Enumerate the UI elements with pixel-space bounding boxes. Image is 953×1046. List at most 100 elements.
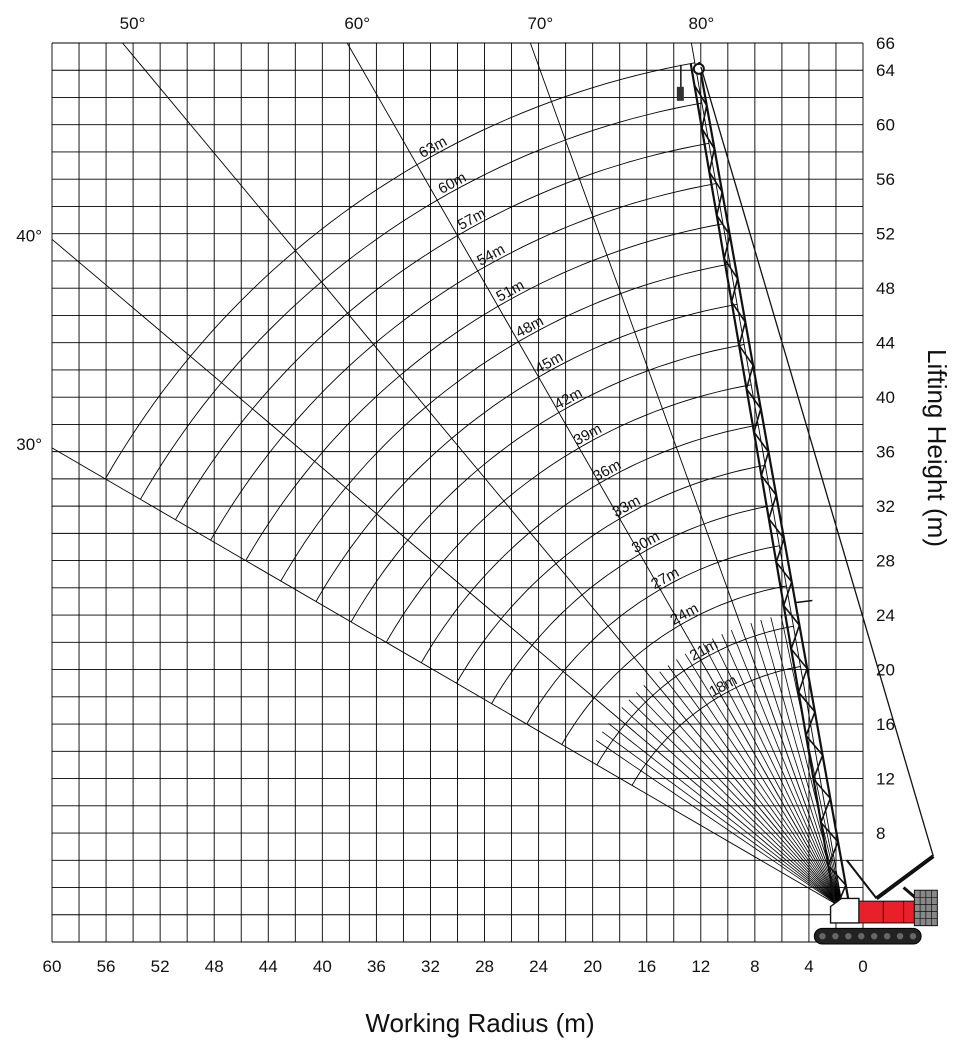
crawler-track — [813, 927, 922, 945]
y-tick-label: 28 — [876, 552, 895, 571]
x-tick-label: 8 — [750, 957, 759, 976]
x-tick-label: 36 — [367, 957, 386, 976]
y-tick-label: 36 — [876, 443, 895, 462]
boom-length-label: 21m — [687, 636, 721, 665]
angle-label: 50° — [120, 14, 146, 33]
angle-line — [122, 42, 844, 909]
track-roller — [870, 932, 878, 940]
boom-arc — [315, 303, 738, 602]
angle-line — [51, 447, 843, 909]
x-tick-label: 52 — [151, 957, 170, 976]
y-tick-label: 64 — [876, 61, 895, 80]
boom-arc — [140, 102, 702, 500]
boom-arc — [175, 142, 709, 520]
superstructure-body — [858, 900, 915, 924]
boom-tip-sheave — [692, 62, 705, 75]
y-tick-label: 24 — [876, 606, 895, 625]
angle-fan-line — [621, 707, 843, 909]
boom-arc — [491, 505, 773, 704]
boom-length-label: 36m — [590, 456, 624, 485]
track-roller — [896, 932, 904, 940]
boom-arc — [280, 263, 731, 582]
chart-labels: 60 56 52 48 44 40 36 32 28 24 20 16 12 8 4 081216202428… — [16, 14, 895, 976]
angle-line — [346, 42, 844, 909]
x-tick-label: 16 — [637, 957, 656, 976]
angle-fan-line — [721, 634, 844, 909]
y-tick-label: 40 — [876, 388, 895, 407]
x-axis-title: Working Radius (m) — [365, 1008, 594, 1038]
boom-arc — [631, 666, 801, 786]
y-tick-label: 56 — [876, 170, 895, 189]
angle-fan-line — [628, 699, 844, 909]
y-tick-label: 16 — [876, 715, 895, 734]
boom-length-label: 54m — [474, 241, 508, 270]
track-roller — [845, 932, 852, 940]
y-tick-label: 66 — [876, 34, 895, 53]
angle-label: 70° — [527, 14, 553, 33]
x-tick-label: 0 — [858, 957, 867, 976]
boom-length-label: 60m — [435, 169, 469, 198]
track-roller — [883, 932, 891, 940]
boom-bracket — [796, 599, 813, 604]
x-tick-label: 20 — [583, 957, 602, 976]
y-tick-label: 20 — [876, 661, 895, 680]
boom-arc — [561, 585, 787, 745]
track-roller — [832, 932, 839, 940]
angle-fan-line — [780, 614, 844, 909]
angle-fan-line — [760, 619, 844, 909]
angle-label: 60° — [344, 14, 370, 33]
boom-arc — [456, 464, 766, 684]
angle-fan-line — [667, 665, 844, 909]
x-tick-label: 44 — [259, 957, 278, 976]
angle-line — [51, 238, 844, 909]
pendant-line — [700, 66, 934, 857]
x-tick-label: 24 — [529, 957, 548, 976]
angle-line — [690, 42, 844, 909]
x-tick-label: 32 — [421, 957, 440, 976]
operator-cab — [829, 897, 860, 924]
boom-arc — [420, 424, 759, 664]
boom-length-label: 57m — [455, 205, 489, 234]
angle-fan-line — [712, 638, 844, 909]
angle-label: 80° — [689, 14, 715, 33]
boom-length-label: 18m — [706, 672, 740, 701]
boom-chord — [697, 61, 851, 907]
boom-length-arcs — [104, 62, 801, 786]
boom-stop — [845, 859, 878, 900]
boom-arc — [104, 62, 695, 480]
y-tick-label: 60 — [876, 116, 895, 135]
angle-fan-line — [608, 723, 843, 909]
y-tick-label: 8 — [876, 824, 885, 843]
x-tick-label: 28 — [475, 957, 494, 976]
y-tick-label: 48 — [876, 279, 895, 298]
angle-fan-line — [684, 653, 844, 909]
x-tick-label: 56 — [97, 957, 116, 976]
chart-grid — [51, 42, 864, 943]
boom-lattice — [693, 84, 847, 910]
angle-line — [529, 42, 844, 909]
angle-fan-line — [595, 740, 843, 909]
x-tick-label: 48 — [205, 957, 224, 976]
angle-fan-line — [659, 671, 844, 909]
y-axis-title: Lifting Height (m) — [922, 349, 952, 547]
x-tick-label: 12 — [691, 957, 710, 976]
y-tick-label: 32 — [876, 497, 895, 516]
gantry-mast — [875, 854, 935, 901]
angle-fan-line — [635, 692, 844, 909]
angle-label: 30° — [16, 435, 42, 454]
angle-fan-line — [702, 643, 844, 909]
boom-arc — [245, 223, 724, 561]
boom-length-label: 30m — [629, 528, 663, 557]
track-roller — [819, 932, 826, 940]
angle-fan-line — [730, 629, 844, 909]
boom-arc — [210, 183, 717, 541]
x-tick-label: 40 — [313, 957, 332, 976]
boom-length-label: 63m — [416, 133, 450, 162]
boom-length-label: 42m — [552, 384, 586, 413]
crane-illustration — [676, 61, 938, 945]
boom-length-label: 27m — [648, 564, 682, 593]
boom-arc — [385, 384, 752, 643]
x-tick-label: 4 — [804, 957, 813, 976]
angle-fan-line — [643, 684, 844, 909]
